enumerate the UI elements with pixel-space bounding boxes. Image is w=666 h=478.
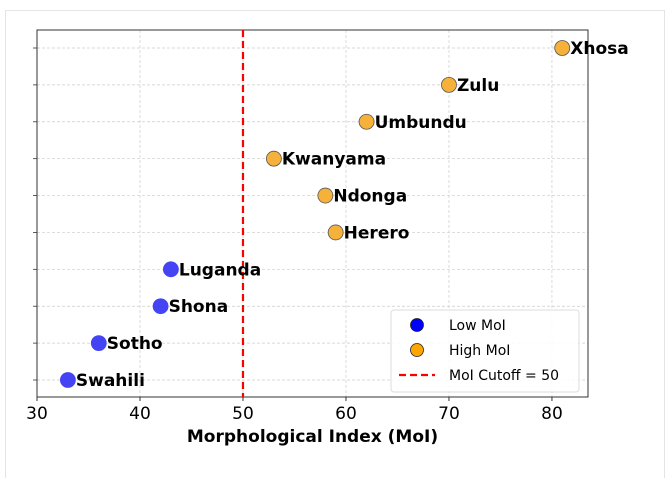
point-label: Luganda: [179, 260, 261, 280]
legend-label: Low MoI: [449, 318, 506, 334]
point-label: Xhosa: [570, 39, 628, 59]
point-label: Herero: [344, 223, 410, 243]
point-label: Swahili: [76, 371, 145, 391]
data-point-sotho: [90, 335, 107, 352]
data-point-swahili: [59, 372, 76, 388]
x-tick-label: 80: [541, 404, 563, 424]
x-axis-label: Morphological Index (MoI): [187, 427, 438, 447]
data-point-kwanyama: [265, 150, 282, 167]
data-point-herero: [327, 224, 344, 241]
legend-marker-high: [410, 343, 424, 357]
legend-marker-low: [410, 318, 424, 332]
plot-area: [36, 29, 589, 398]
data-point-xhosa: [554, 40, 571, 56]
x-tick-label: 50: [232, 404, 254, 424]
point-label: Zulu: [457, 76, 499, 96]
x-tick-label: 40: [129, 404, 151, 424]
data-point-luganda: [162, 261, 179, 278]
x-tick-label: 70: [438, 404, 460, 424]
legend-label: High MoI: [449, 343, 510, 359]
legend-box: [390, 309, 580, 393]
data-point-shona: [152, 298, 169, 315]
point-label: Shona: [169, 297, 229, 317]
data-point-umbundu: [358, 113, 375, 130]
x-tick-label: 60: [335, 404, 357, 424]
point-label: Ndonga: [333, 187, 407, 207]
point-label: Kwanyama: [282, 150, 386, 170]
data-point-zulu: [441, 76, 457, 93]
point-label: Sotho: [107, 334, 163, 354]
data-point-ndonga: [317, 187, 334, 204]
x-tick-label: 30: [26, 404, 48, 424]
point-label: Umbundu: [375, 113, 467, 133]
figure-border: [5, 10, 665, 478]
legend-label: MoI Cutoff = 50: [449, 368, 559, 384]
